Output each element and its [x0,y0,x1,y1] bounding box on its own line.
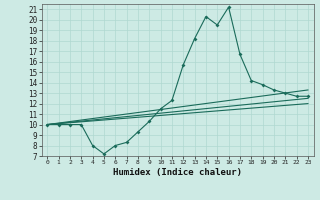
X-axis label: Humidex (Indice chaleur): Humidex (Indice chaleur) [113,168,242,177]
